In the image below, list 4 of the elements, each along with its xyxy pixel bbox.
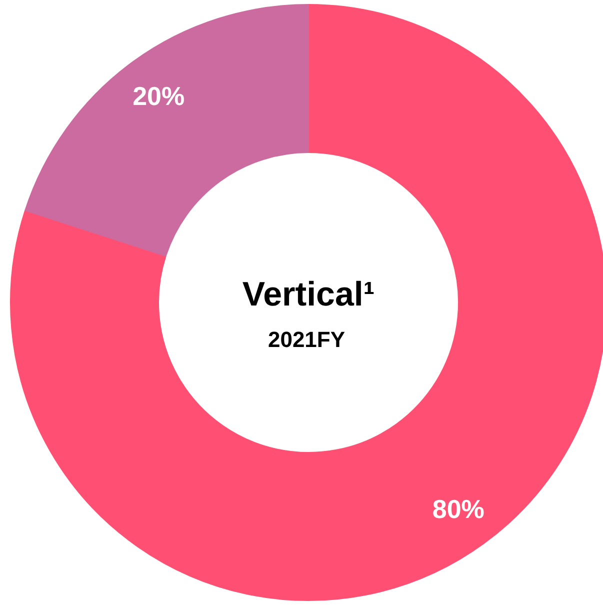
data-label: 80% (432, 494, 484, 524)
text: 2021FY (268, 327, 346, 352)
data-label: 20% (132, 81, 185, 112)
text: Vertical¹ (242, 276, 375, 314)
